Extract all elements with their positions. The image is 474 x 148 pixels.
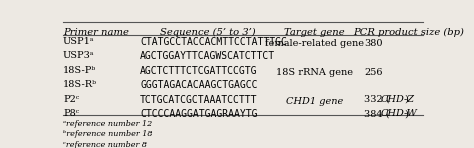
- Text: CTCCCAAGGATGAGRAAYTG: CTCCCAAGGATGAGRAAYTG: [140, 110, 257, 119]
- Text: TCTGCATCGCTAAATCCTTT: TCTGCATCGCTAAATCCTTT: [140, 95, 257, 105]
- Text: Primer name: Primer name: [63, 28, 129, 37]
- Text: CHD-Z: CHD-Z: [381, 95, 415, 104]
- Text: Target gene: Target gene: [284, 28, 345, 37]
- Text: ): ): [405, 110, 409, 119]
- Text: GGGTAGACACAAGCTGAGCC: GGGTAGACACAAGCTGAGCC: [140, 80, 257, 90]
- Text: Sequence (5’ to 3’): Sequence (5’ to 3’): [160, 28, 256, 37]
- Text: 18S-Pᵇ: 18S-Pᵇ: [63, 66, 96, 75]
- Text: ᵃreference number 12: ᵃreference number 12: [63, 120, 152, 128]
- Text: P2ᶜ: P2ᶜ: [63, 95, 79, 104]
- Text: AGCTCTTTCTCGATTCCGTG: AGCTCTTTCTCGATTCCGTG: [140, 66, 257, 76]
- Text: ): ): [405, 95, 409, 104]
- Text: ᵇreference number 18: ᵇreference number 18: [63, 130, 153, 138]
- Text: ᶜreference number 8: ᶜreference number 8: [63, 141, 147, 148]
- Text: 384 (: 384 (: [364, 110, 390, 119]
- Text: CHD1 gene: CHD1 gene: [286, 97, 343, 106]
- Text: female-related gene: female-related gene: [265, 39, 364, 48]
- Text: P8ᶜ: P8ᶜ: [63, 110, 79, 119]
- Text: AGCTGGAYTTCAGWSCATCTTCT: AGCTGGAYTTCAGWSCATCTTCT: [140, 51, 275, 61]
- Text: 380: 380: [364, 39, 383, 48]
- Text: 18S rRNA gene: 18S rRNA gene: [276, 68, 353, 77]
- Text: CTATGCCTACCACMTTCCTATTTGC: CTATGCCTACCACMTTCCTATTTGC: [140, 37, 287, 47]
- Text: CHD-W: CHD-W: [381, 110, 418, 119]
- Text: USP1ᵃ: USP1ᵃ: [63, 37, 94, 46]
- Text: PCR product size (bp): PCR product size (bp): [353, 28, 464, 37]
- Text: 332 (: 332 (: [364, 95, 390, 104]
- Text: USP3ᵃ: USP3ᵃ: [63, 51, 94, 60]
- Text: 256: 256: [364, 68, 383, 77]
- Text: 18S-Rᵇ: 18S-Rᵇ: [63, 80, 97, 89]
